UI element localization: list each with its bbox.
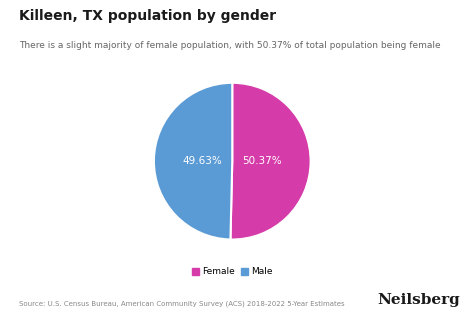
Text: Source: U.S. Census Bureau, American Community Survey (ACS) 2018-2022 5-Year Est: Source: U.S. Census Bureau, American Com… bbox=[19, 300, 345, 307]
Text: 50.37%: 50.37% bbox=[242, 156, 282, 166]
Wedge shape bbox=[230, 83, 310, 240]
Text: 49.63%: 49.63% bbox=[182, 156, 222, 166]
Text: Killeen, TX population by gender: Killeen, TX population by gender bbox=[19, 9, 276, 23]
Legend: Female, Male: Female, Male bbox=[188, 264, 276, 280]
Wedge shape bbox=[154, 83, 232, 240]
Text: Neilsberg: Neilsberg bbox=[377, 293, 460, 307]
Text: There is a slight majority of female population, with 50.37% of total population: There is a slight majority of female pop… bbox=[19, 41, 441, 50]
